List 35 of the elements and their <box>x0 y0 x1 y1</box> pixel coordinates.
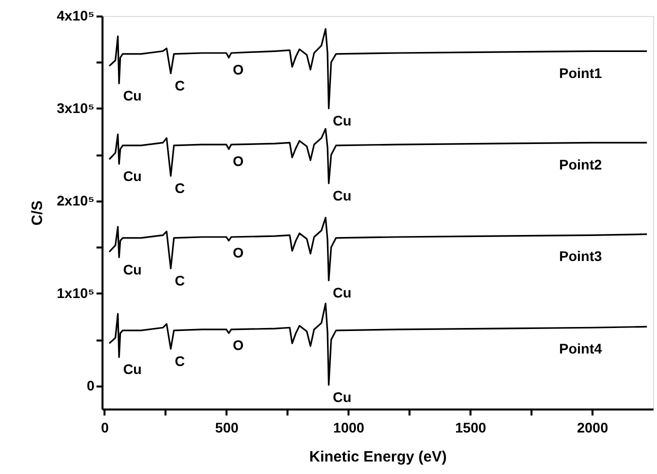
y-tick-label: 3x10⁵ <box>56 100 94 116</box>
series-label: Point2 <box>559 156 602 173</box>
line-series <box>108 128 648 184</box>
annotation: C <box>174 77 185 94</box>
line-series <box>108 28 648 110</box>
annotation: Cu <box>123 261 142 278</box>
y-axis-title: C/S <box>28 200 46 226</box>
annotation: Cu <box>123 168 142 184</box>
x-tick-label: 1500 <box>455 420 486 436</box>
x-tick-label: 500 <box>215 420 239 436</box>
annotation: Cu <box>123 361 142 378</box>
series-label: Point3 <box>559 248 602 264</box>
x-tick-label: 1000 <box>333 420 365 436</box>
annotation: Cu <box>332 284 352 300</box>
series-label: Point4 <box>559 340 602 357</box>
annotation: C <box>174 180 185 196</box>
annotation: Cu <box>332 388 352 405</box>
annotation: Cu <box>332 112 352 128</box>
line-series <box>108 302 648 386</box>
annotation: O <box>232 153 244 170</box>
annotation: O <box>232 337 244 354</box>
y-tick-label: 1x10⁵ <box>56 284 94 301</box>
series-label: Point1 <box>559 65 602 82</box>
annotation: O <box>232 62 244 78</box>
annotation: C <box>174 272 185 288</box>
x-axis-title: Kinetic Energy (eV) <box>309 448 447 466</box>
y-tick-label: 2x10⁵ <box>56 192 94 208</box>
x-tick-label: 2000 <box>576 420 608 436</box>
annotation: Cu <box>123 88 142 104</box>
y-tick-label: 0 <box>86 377 95 394</box>
x-tick-label: 0 <box>101 420 110 436</box>
annotation: C <box>174 352 185 369</box>
y-tick-label: 4x10⁵ <box>56 8 94 24</box>
annotation: Cu <box>332 187 352 204</box>
annotation: O <box>232 244 244 261</box>
